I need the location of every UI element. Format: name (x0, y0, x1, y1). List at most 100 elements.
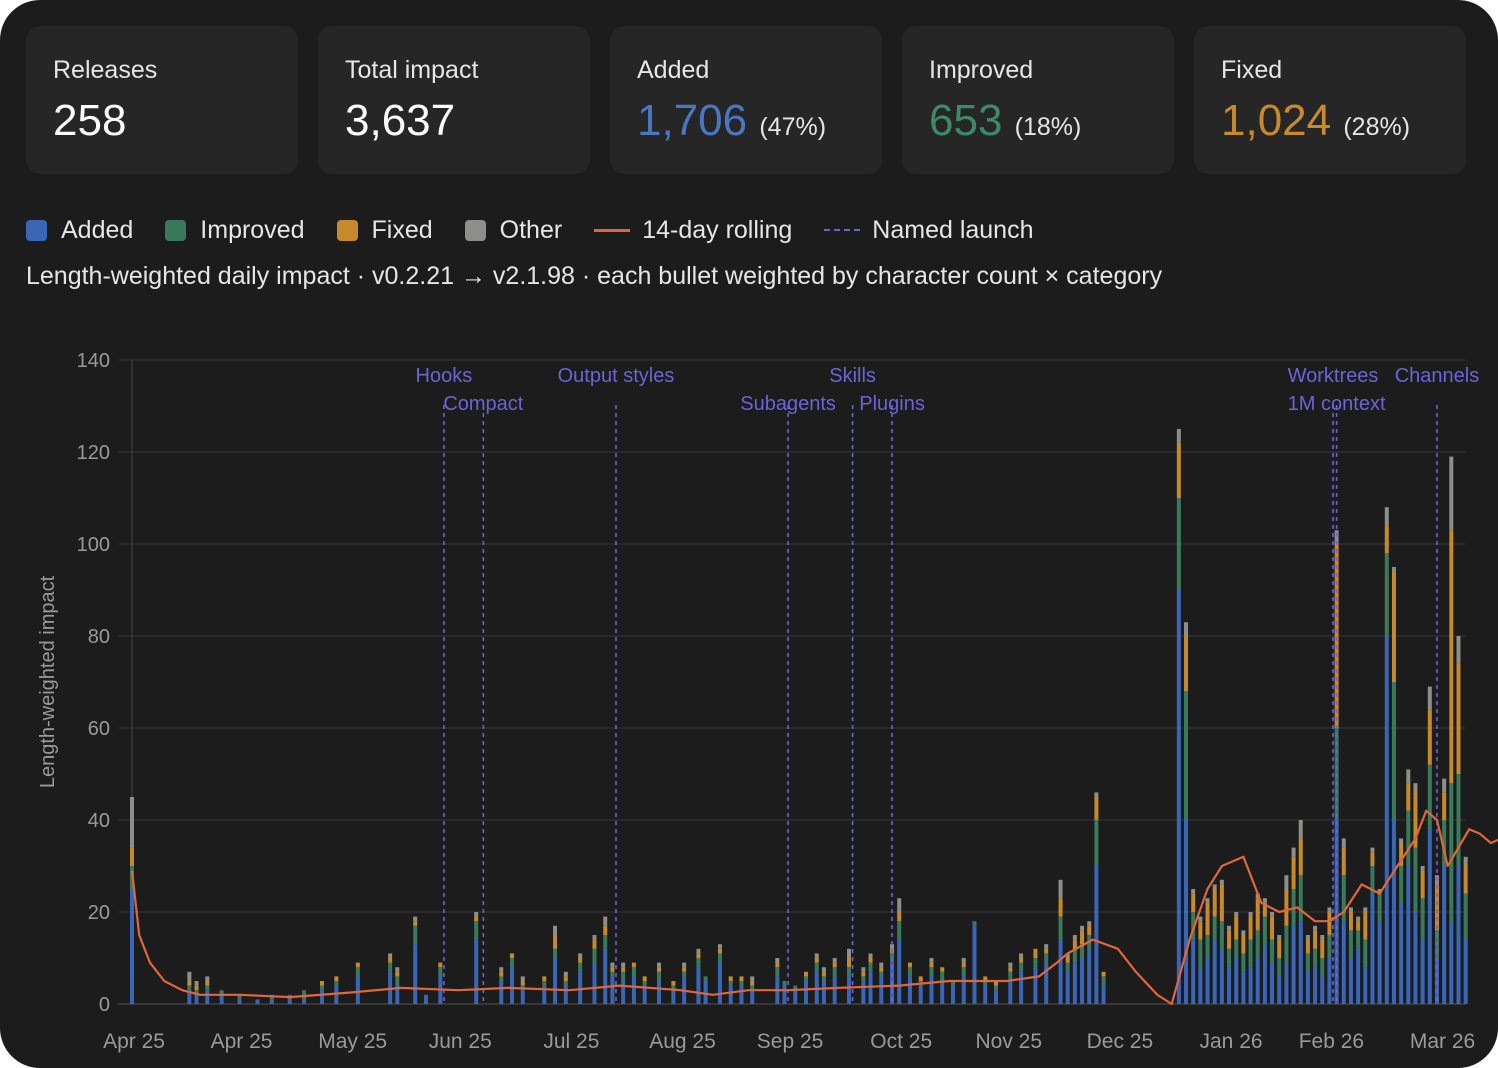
bar-segment-improved (775, 967, 780, 977)
bar-segment-added (950, 985, 955, 1004)
bar-segment-improved (1072, 948, 1077, 963)
bar-segment-improved (994, 985, 999, 991)
bar-segment-other (1449, 456, 1454, 531)
bar-segment-other (1327, 907, 1332, 912)
y-tick-label: 120 (77, 442, 110, 464)
launch-label: Skills (829, 365, 876, 387)
bar-segment-other (775, 958, 780, 963)
bar-segment-improved (1255, 930, 1260, 958)
legend-label: 14-day rolling (642, 215, 793, 244)
bar-segment-other (603, 916, 608, 926)
bar-segment-improved (1227, 948, 1232, 968)
bar-segment-added (320, 990, 325, 1004)
bar-segment-improved (1341, 875, 1346, 922)
legend-item-fixed[interactable]: Fixed (336, 216, 433, 245)
bar-segment-added (1313, 967, 1318, 1004)
legend-item-rolling[interactable]: 14-day rolling (594, 216, 792, 245)
bar-segment-added (1065, 971, 1070, 1004)
bar-segment-fixed (621, 967, 626, 972)
bar-segment-added (1284, 962, 1289, 1004)
rolling-line (130, 809, 1498, 1006)
x-tick-label: Aug 25 (649, 1030, 716, 1053)
bar-segment-improved (1456, 774, 1461, 866)
bar-segment-other (821, 967, 826, 972)
card-percent: (28%) (1343, 113, 1411, 141)
bar-segment-other (474, 912, 479, 917)
legend-item-improved[interactable]: Improved (165, 216, 305, 245)
bar-segment-other (205, 976, 210, 981)
bar-segment-other (861, 967, 866, 972)
bar-segment-improved (320, 985, 325, 991)
bar-segment-other (1399, 838, 1404, 843)
bar-segment-improved (302, 990, 307, 1000)
y-tick-label: 140 (77, 350, 110, 372)
legend-item-launch[interactable]: Named launch (824, 216, 1034, 245)
bar-segment-added (1456, 866, 1461, 1004)
bar-segment-other (1456, 636, 1461, 664)
bar-segment-fixed (804, 971, 808, 977)
bar-segment-fixed (1176, 442, 1181, 498)
bar-segment-added (1234, 958, 1239, 1004)
bar-segment-other (1176, 429, 1181, 443)
bar-segment-fixed (1072, 939, 1077, 949)
bar-segment-other (1191, 889, 1196, 894)
bar-segment-improved (1262, 916, 1267, 945)
bar-segment-other (1277, 935, 1282, 940)
bar-segment-other (1184, 622, 1189, 636)
legend-item-other[interactable]: Other (464, 215, 563, 245)
card-label: Improved (929, 56, 1034, 84)
card-label: Total impact (345, 56, 479, 84)
legend-item-added[interactable]: Added (26, 216, 133, 245)
bar-segment-fixed (750, 981, 755, 986)
bar-segment-fixed (1008, 967, 1013, 972)
bar-segment-improved (1277, 958, 1282, 977)
bar-segment-fixed (194, 985, 199, 991)
bar-segment-fixed (1270, 916, 1275, 940)
bar-segment-fixed (1334, 544, 1339, 728)
bar-segment-fixed (1277, 939, 1282, 958)
bar-segment-added (1463, 939, 1468, 1004)
bar-segment-added (219, 994, 224, 1004)
bar-segment-added (474, 939, 479, 1004)
bar-segment-fixed (1033, 948, 1038, 958)
bar-segment-added (1270, 962, 1275, 1004)
bar-segment-other (1363, 907, 1368, 912)
bar-segment-improved (603, 935, 608, 949)
bar-segment-fixed (395, 971, 400, 977)
bar-segment-improved (553, 948, 558, 958)
bar-segment-improved (334, 981, 339, 986)
bar-segment-other (717, 944, 722, 949)
improved-card: Improved 653 (18%) (902, 26, 1174, 174)
bar-segment-added (1044, 962, 1049, 1004)
launch-label: Channels (1395, 365, 1480, 387)
bar-segment-fixed (1184, 636, 1189, 692)
bar-segment-added (510, 967, 515, 1004)
grid-layer (118, 359, 1466, 1005)
bar-segment-added (553, 958, 558, 1004)
bar-segment-added (1205, 958, 1210, 1004)
bar-segment-added (832, 976, 837, 1004)
bar-segment-fixed (592, 939, 597, 949)
bar-segment-added (205, 990, 210, 1004)
x-tick-label: Jun 25 (429, 1030, 492, 1053)
bar-segment-other (897, 898, 902, 912)
bar-segment-other (1248, 912, 1253, 917)
bar-segment-added (861, 981, 866, 1004)
bar-segment-added (1101, 985, 1106, 1004)
bar-segment-other (563, 971, 568, 977)
bar-segment-improved (1377, 893, 1382, 922)
bar-segment-fixed (1044, 948, 1049, 954)
bar-segment-fixed (897, 912, 902, 922)
legend-label: Other (499, 215, 563, 244)
x-tick-label: Dec 25 (1087, 1030, 1154, 1053)
bar-segment-fixed (1391, 571, 1396, 682)
bar-segment-fixed (334, 976, 339, 981)
bar-segment-added (1320, 976, 1325, 1004)
bar-segment-fixed (1449, 530, 1454, 784)
bar-segment-improved (1234, 939, 1239, 958)
bar-segment-improved (832, 967, 837, 977)
bar-segment-added (994, 990, 999, 1004)
bar-segment-improved (1449, 783, 1454, 922)
bar-segment-other (1219, 879, 1224, 885)
bar-segment-improved (510, 958, 515, 968)
